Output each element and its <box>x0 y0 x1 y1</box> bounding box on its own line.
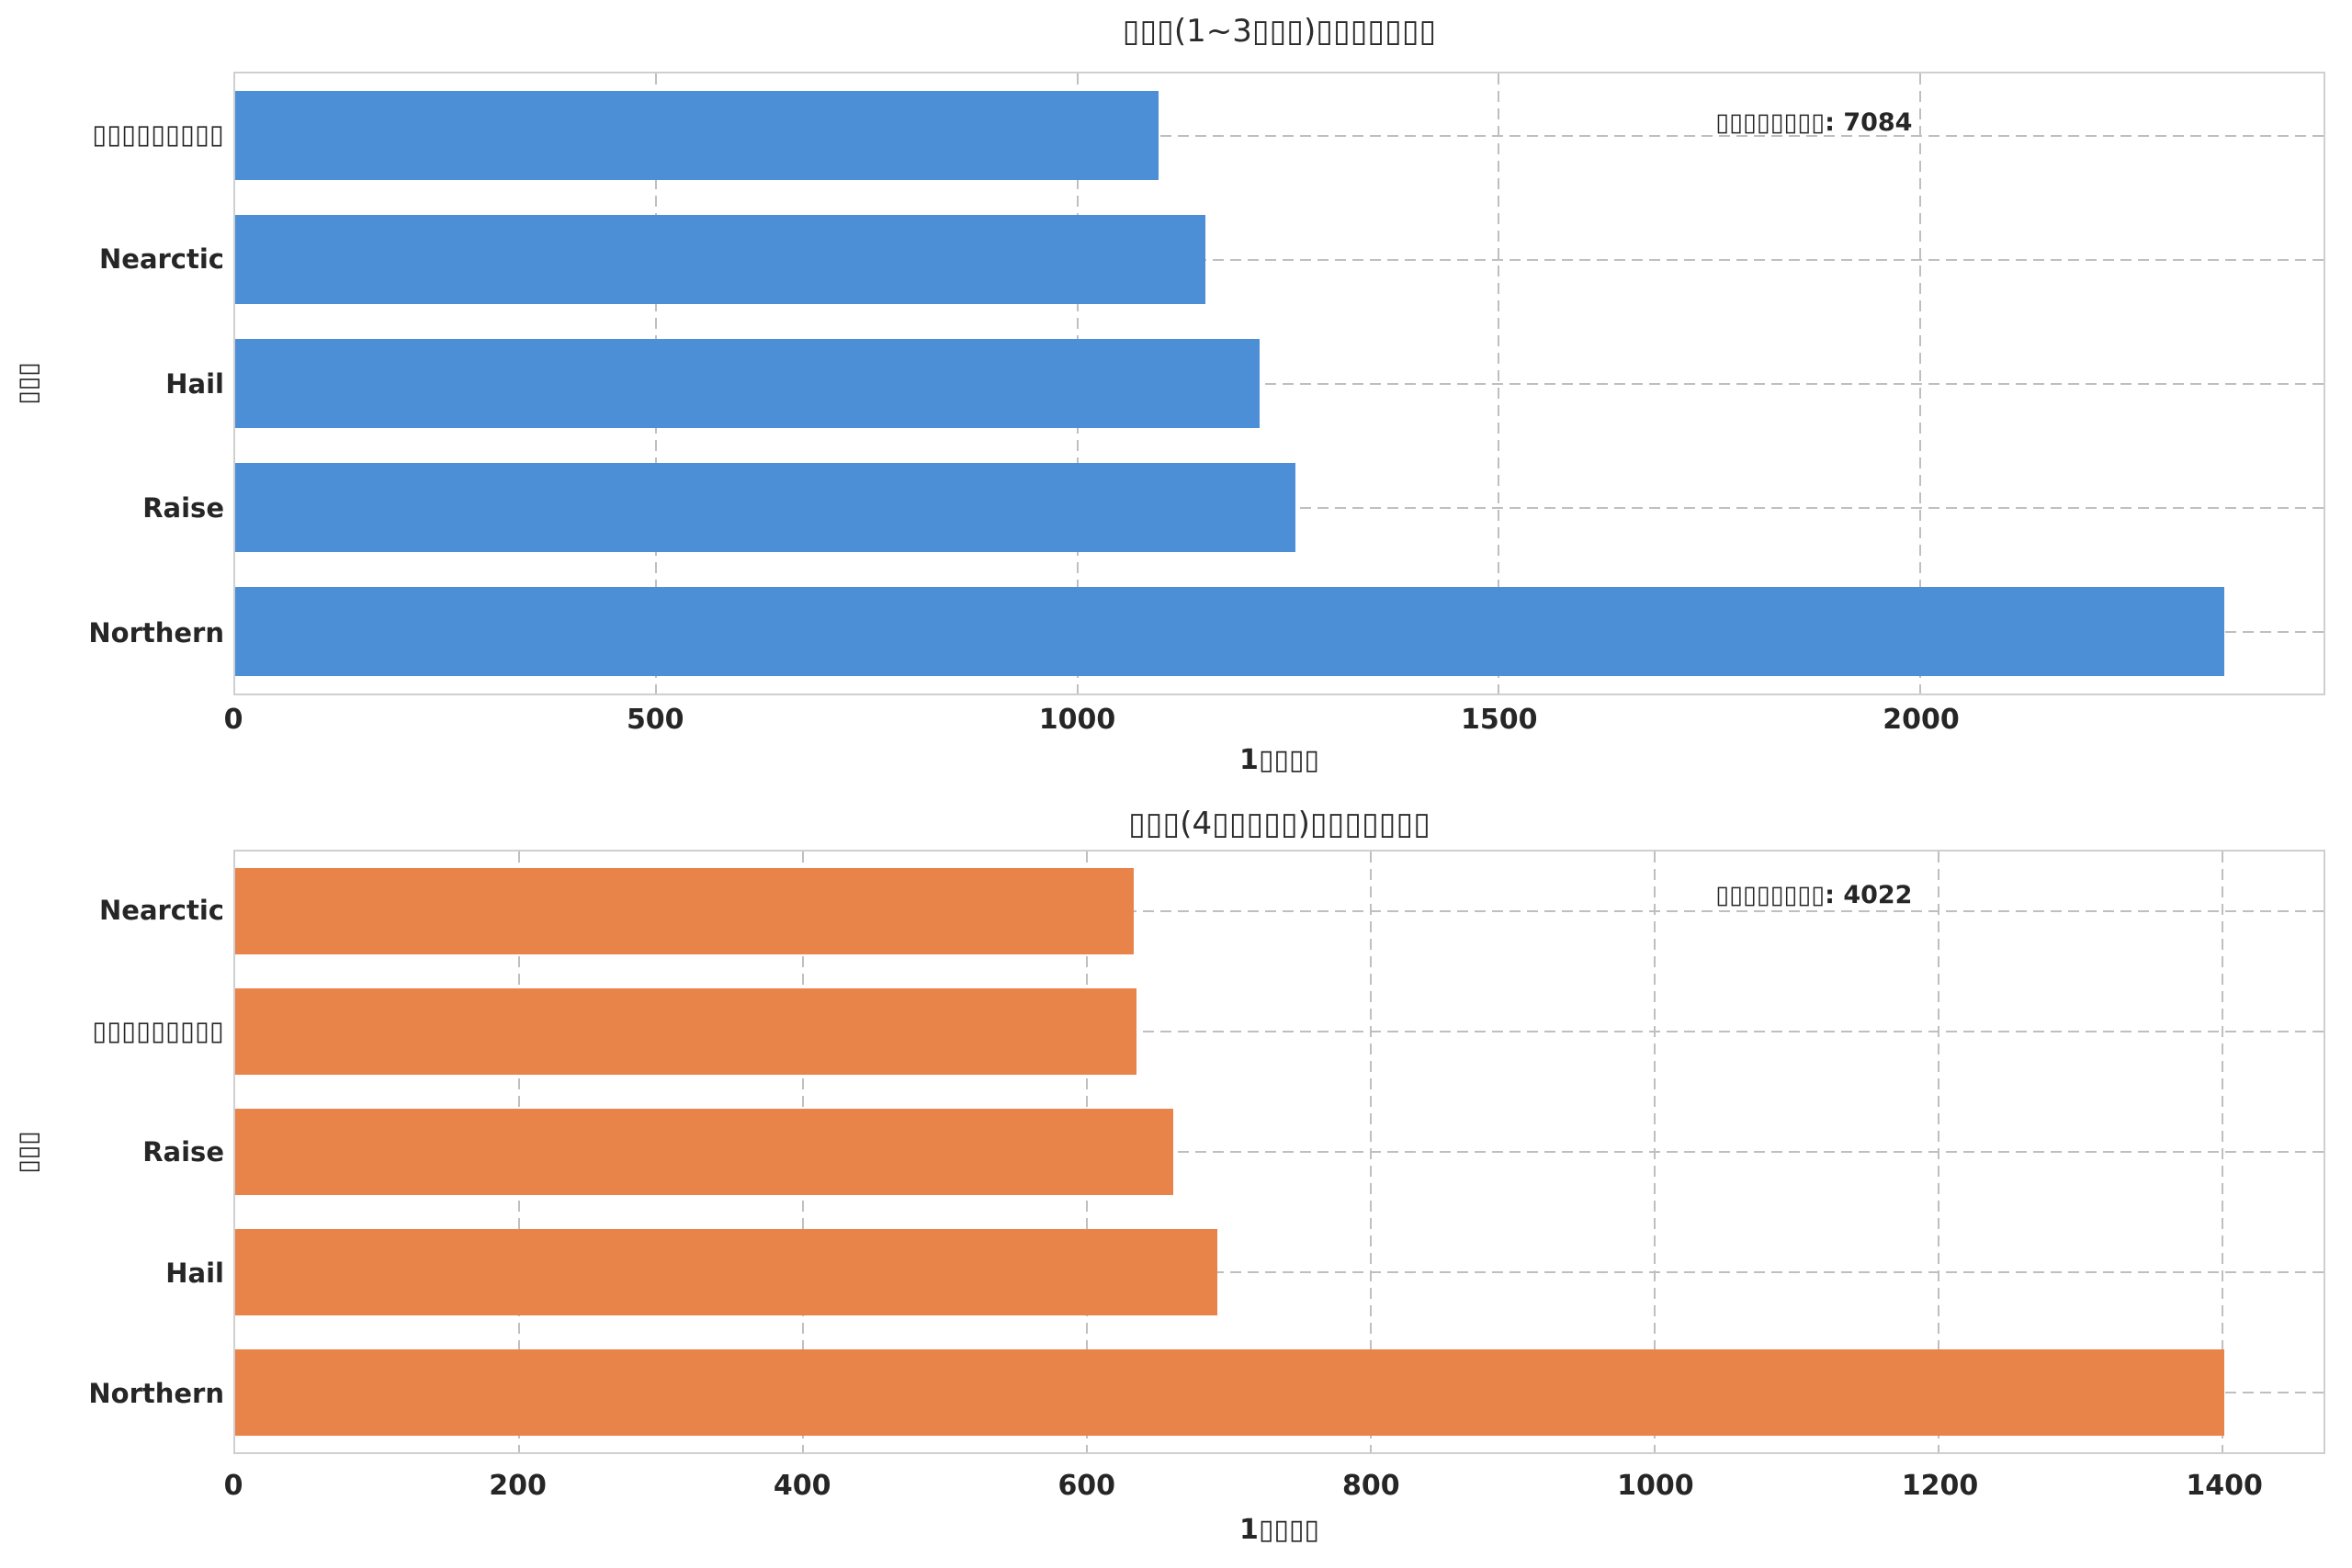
gridline-horizontal <box>235 1031 2324 1033</box>
bar-1 <box>235 214 1206 305</box>
chart2-title: ▯▯▯(4▯▯▯▯▯)▯▯▯▯▯▯▯ <box>1128 806 1430 842</box>
xtick-label: 1000 <box>1038 704 1116 736</box>
chart2-x-axis-ticks: 0 200 400 600 800 1000 1200 1400 <box>224 1470 2325 1508</box>
ytick-label: Nearctic <box>99 243 224 275</box>
chart1-category-axis: ▯▯▯▯▯▯▯▯▯ Nearctic Hail Raise Northern <box>28 72 224 695</box>
chart2-x-axis-label: 1▯▯▯▯ <box>1239 1514 1319 1546</box>
xtick-label: 1400 <box>2186 1470 2263 1502</box>
xtick-label: 600 <box>1057 1470 1116 1502</box>
ytick-label: Nearctic <box>99 894 224 926</box>
ytick-label: Raise <box>142 492 224 525</box>
ytick-label: Northern <box>88 1378 224 1410</box>
gridline-horizontal <box>235 1270 2324 1273</box>
xtick-label: 800 <box>1342 1470 1400 1502</box>
bar-3 <box>235 1228 1218 1315</box>
gridline-horizontal <box>235 134 2324 137</box>
chart2-plot-area: ▯▯▯▯▯▯▯▯: 4022 <box>233 850 2325 1454</box>
xtick-label: 2000 <box>1883 704 1960 736</box>
bar-2 <box>235 1108 1174 1196</box>
chart1-title: ▯▯▯(1~3▯▯▯)▯▯▯▯▯▯▯ <box>1122 13 1437 50</box>
xtick-label: 0 <box>223 1470 243 1502</box>
xtick-label: 400 <box>773 1470 831 1502</box>
bar-0 <box>235 868 1135 955</box>
gridline-horizontal <box>235 382 2324 385</box>
chart1-x-axis-ticks: 0 500 1000 1500 2000 <box>224 704 2325 742</box>
chart1-total-annotation: ▯▯▯▯▯▯▯▯: 7084 <box>1715 108 1913 137</box>
ytick-label: ▯▯▯▯▯▯▯▯▯ <box>92 1015 224 1047</box>
bar-4 <box>235 1348 2224 1436</box>
bar-3 <box>235 462 1296 553</box>
bar-4 <box>235 586 2224 677</box>
gridline-horizontal <box>235 910 2324 913</box>
chart1-x-axis-label: 1▯▯▯▯ <box>1239 744 1319 776</box>
xtick-label: 500 <box>626 704 684 736</box>
ytick-label: Hail <box>165 1257 224 1289</box>
xtick-label: 1000 <box>1617 1470 1694 1502</box>
ytick-label: Hail <box>165 367 224 400</box>
ytick-label: Raise <box>142 1136 224 1168</box>
ytick-label: Northern <box>88 617 224 649</box>
gridline-horizontal <box>235 258 2324 261</box>
xtick-label: 0 <box>223 704 243 736</box>
bar-2 <box>235 338 1260 429</box>
chart2-total-annotation: ▯▯▯▯▯▯▯▯: 4022 <box>1715 881 1913 909</box>
xtick-label: 1500 <box>1461 704 1538 736</box>
gridline-horizontal <box>235 1151 2324 1153</box>
bar-1 <box>235 988 1137 1076</box>
ytick-label: ▯▯▯▯▯▯▯▯▯ <box>92 118 224 150</box>
xtick-label: 1200 <box>1901 1470 1979 1502</box>
bar-0 <box>235 90 1159 181</box>
chart2-category-axis: Nearctic ▯▯▯▯▯▯▯▯▯ Raise Hail Northern <box>28 850 224 1454</box>
xtick-label: 200 <box>489 1470 547 1502</box>
chart1-plot-area: ▯▯▯▯▯▯▯▯: 7084 <box>233 72 2325 695</box>
